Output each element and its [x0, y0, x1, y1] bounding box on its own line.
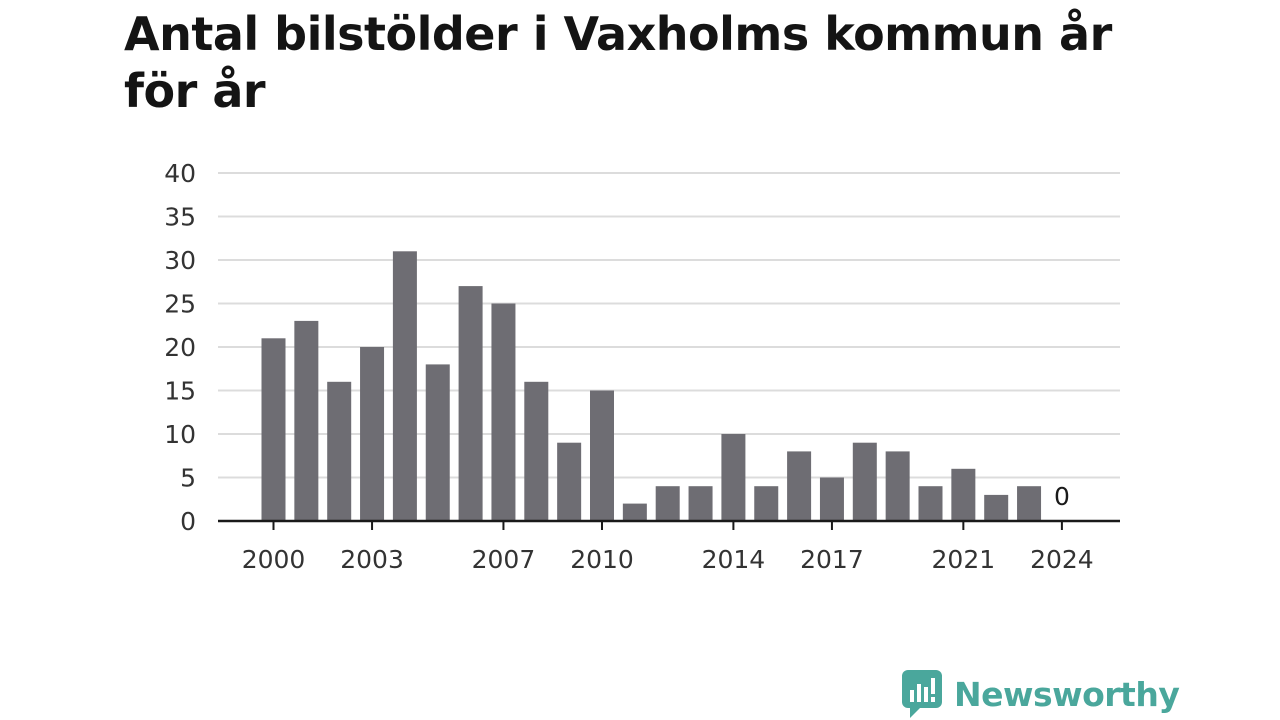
bar-2011: [622, 503, 647, 521]
y-tick-label-35: 35: [164, 203, 196, 232]
y-tick-label-25: 25: [164, 290, 196, 319]
newsworthy-logo-icon: [902, 670, 942, 718]
bar-2022: [984, 494, 1009, 521]
bar-2007: [491, 303, 516, 521]
x-tick-label-2021: 2021: [932, 545, 996, 574]
bar-2018: [852, 442, 877, 521]
y-axis-tick-labels: 0 5 10 15 20 25 30 35 40: [164, 159, 196, 536]
y-tick-label-30: 30: [164, 246, 196, 275]
bar-2016: [787, 451, 812, 521]
bar-2005: [425, 364, 450, 521]
bar-2006: [458, 286, 483, 521]
newsworthy-logo-text: Newsworthy: [954, 674, 1180, 714]
y-tick-label-40: 40: [164, 159, 196, 188]
y-tick-label-10: 10: [164, 420, 196, 449]
bars: [261, 251, 1042, 522]
bar-2009: [557, 442, 582, 521]
bar-2020: [918, 486, 943, 521]
bar-2019: [885, 451, 910, 521]
bar-2000: [261, 338, 286, 521]
x-tick-label-2007: 2007: [472, 545, 536, 574]
x-tick-label-2003: 2003: [340, 545, 404, 574]
x-tick-label-2010: 2010: [570, 545, 634, 574]
y-tick-label-0: 0: [180, 507, 196, 536]
x-tick-label-2014: 2014: [702, 545, 766, 574]
x-tick-label-2024: 2024: [1030, 545, 1094, 574]
bar-2014: [721, 434, 746, 521]
x-tick-label-2017: 2017: [800, 545, 864, 574]
x-tick-label-2000: 2000: [242, 545, 306, 574]
bar-2015: [754, 486, 779, 521]
bar-2002: [327, 381, 352, 521]
bar-2010: [590, 390, 614, 521]
y-tick-label-5: 5: [180, 464, 196, 493]
bar-2003: [360, 347, 385, 521]
chart-title: Antal bilstölder i Vaxholms kommun år fö…: [124, 7, 1112, 118]
data-labels: 0: [1054, 482, 1070, 511]
data-label-2024: 0: [1054, 482, 1070, 511]
bar-2012: [655, 486, 680, 521]
bar-2013: [688, 486, 713, 521]
y-tick-label-20: 20: [164, 333, 196, 362]
bar-2017: [819, 477, 844, 521]
x-axis-tick-labels: 2000 2003 2007 2010 2014 2017 2021 2024: [242, 545, 1094, 574]
y-tick-label-15: 15: [164, 377, 196, 406]
newsworthy-logo: Newsworthy: [902, 670, 1180, 718]
bar-2008: [524, 381, 549, 521]
bar-2001: [294, 320, 319, 521]
x-axis-ticks: [272, 521, 1063, 530]
bar-2021: [951, 468, 976, 521]
bar-2023: [1017, 486, 1042, 521]
bar-2004: [392, 251, 417, 522]
grid-lines: [218, 172, 1120, 479]
